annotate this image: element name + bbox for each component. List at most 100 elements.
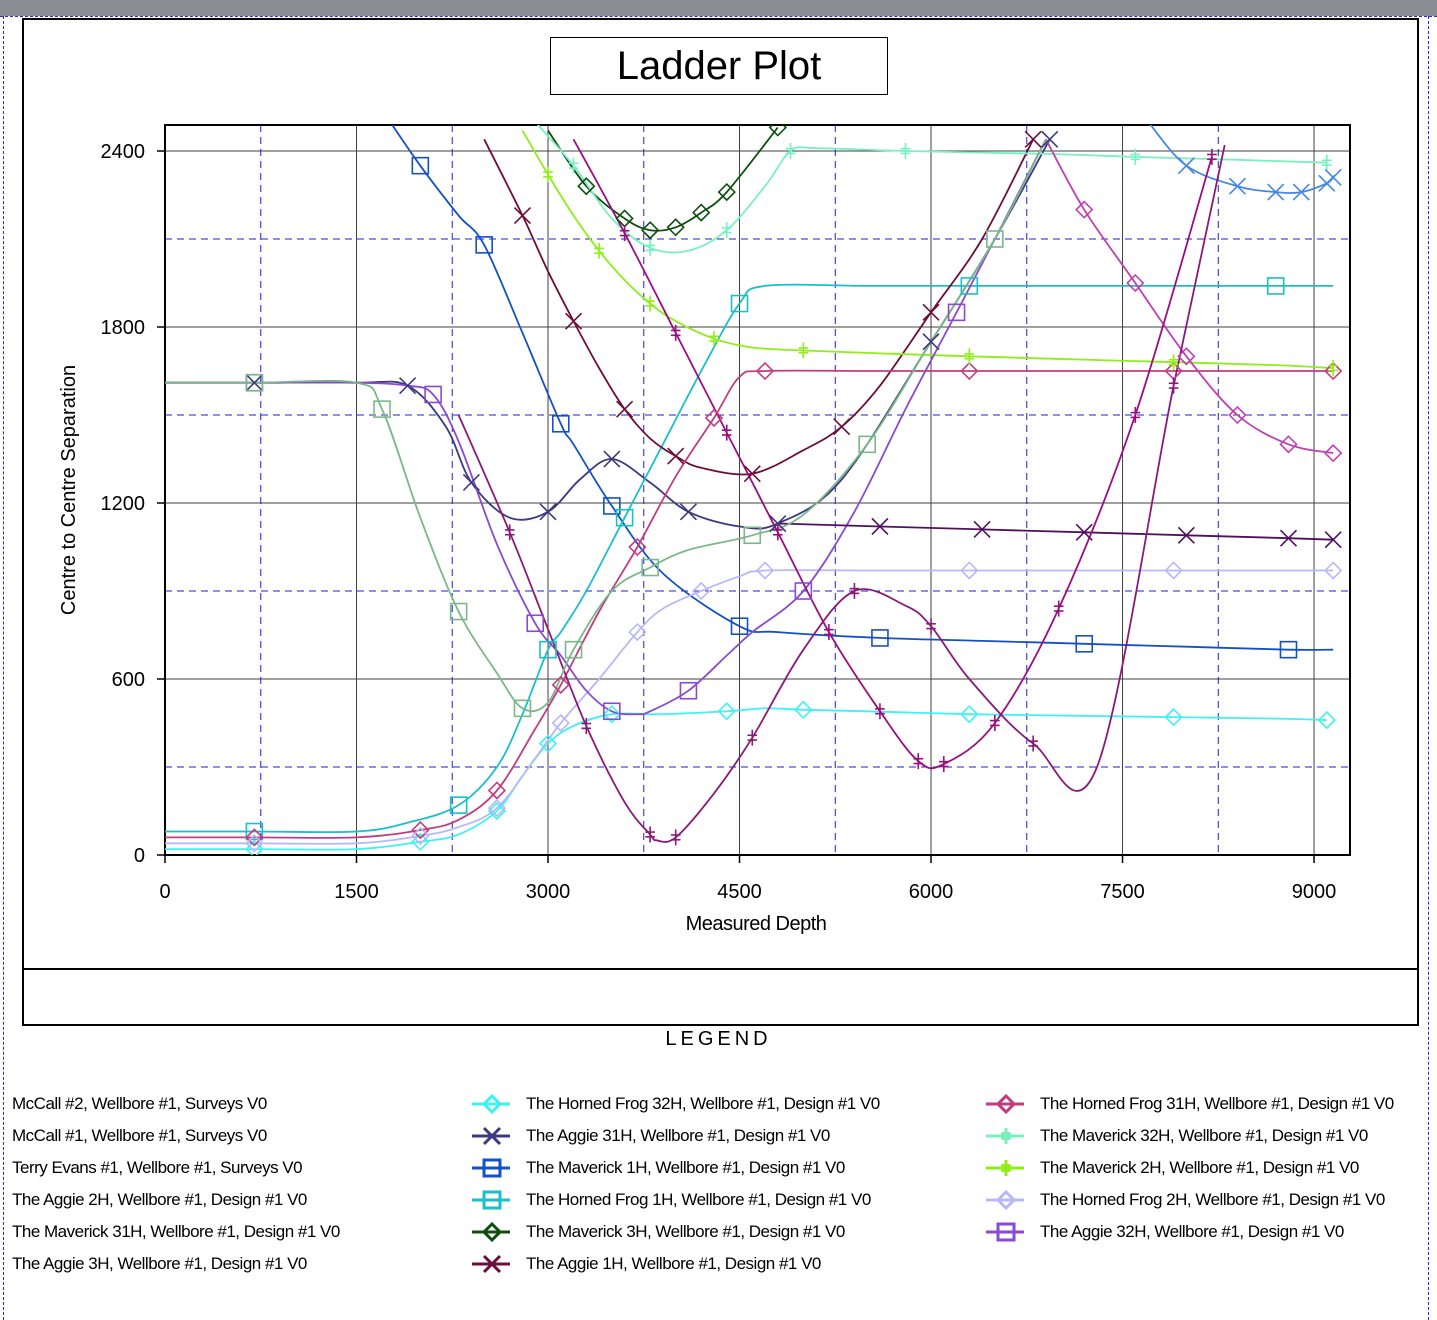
series-marker — [721, 424, 732, 441]
legend-marker — [995, 1093, 1017, 1115]
series-line — [521, 130, 1334, 369]
series-marker — [411, 156, 430, 175]
x-axis-label: Measured Depth — [686, 913, 827, 935]
series-marker — [1075, 200, 1094, 219]
legend-item-label: The Aggie 32H, Wellbore #1, Design #1 V0 — [1040, 1222, 1344, 1241]
series-marker — [411, 826, 430, 846]
series-marker — [1317, 710, 1336, 730]
legend-item-label: The Horned Frog 2H, Wellbore #1, Design … — [1040, 1190, 1385, 1209]
series-marker — [1324, 168, 1342, 186]
y-axis-label: Centre to Centre Separation — [58, 365, 80, 615]
series-marker — [1324, 561, 1343, 580]
series-marker — [709, 330, 719, 347]
legend-item-label: The Maverick 2H, Wellbore #1, Design #1 … — [1040, 1158, 1359, 1177]
legend-item-label: Terry Evans #1, Wellbore #1, Surveys V0 — [12, 1158, 303, 1177]
series-marker — [449, 796, 468, 814]
series-marker — [1024, 130, 1042, 148]
series-marker — [769, 514, 787, 533]
legend-swatch — [986, 1222, 1024, 1242]
series-marker — [1266, 277, 1285, 295]
series-marker — [926, 618, 936, 635]
series-marker — [960, 277, 979, 295]
series-marker — [564, 312, 583, 330]
series-line — [391, 125, 1334, 651]
series-marker — [603, 497, 621, 515]
series-marker — [245, 822, 264, 841]
x-tick-label: 7500 — [1100, 881, 1145, 903]
series-marker — [1279, 529, 1298, 547]
series-marker — [603, 450, 621, 468]
series-marker — [616, 400, 634, 418]
legend-swatch — [472, 1093, 510, 1115]
series-marker — [849, 583, 860, 600]
series-marker — [773, 524, 783, 541]
legend-marker — [482, 1126, 502, 1146]
series-marker — [1028, 735, 1038, 752]
legend-swatch — [472, 1254, 510, 1274]
y-tick-label: 2400 — [101, 141, 146, 163]
series-marker — [513, 206, 532, 225]
series-marker — [743, 526, 762, 545]
legend-divider — [22, 968, 1417, 970]
series-marker — [245, 374, 263, 392]
series-marker — [990, 715, 1000, 732]
legend-marker — [996, 1222, 1016, 1242]
series-marker — [1075, 523, 1093, 541]
series-marker — [666, 218, 685, 237]
legend-marker — [481, 1093, 503, 1115]
series-marker — [833, 418, 851, 436]
series-marker — [986, 230, 1004, 248]
page-border-right — [1428, 16, 1429, 1320]
legend-marker — [1001, 1128, 1011, 1144]
series-marker — [577, 177, 596, 196]
series-marker — [922, 303, 940, 321]
series-marker — [487, 801, 507, 821]
series-marker — [692, 203, 711, 222]
series-marker — [424, 385, 442, 404]
series-marker — [449, 602, 468, 621]
series-marker — [1168, 377, 1179, 394]
series-marker — [947, 303, 966, 322]
chart-title: Ladder Plot — [550, 37, 888, 95]
legend-swatch — [986, 1128, 1024, 1144]
y-tick-label: 600 — [112, 669, 145, 691]
series-marker — [568, 157, 579, 174]
series-marker — [1279, 640, 1298, 659]
series-marker — [1292, 183, 1310, 201]
series-marker — [645, 295, 655, 312]
series-marker — [785, 143, 796, 160]
series-marker — [670, 324, 681, 341]
series-marker — [526, 614, 545, 633]
series-marker — [628, 537, 647, 557]
series-marker — [794, 700, 813, 719]
series-marker — [922, 333, 940, 351]
axes: 0 1500 3000 4500 6000 7500 9000 0 600 1200 1800 240… — [101, 124, 1351, 903]
series-marker — [1168, 354, 1179, 371]
series-marker — [875, 703, 885, 720]
series-marker — [641, 558, 659, 577]
series-marker — [794, 582, 813, 600]
series-marker — [755, 361, 775, 381]
series-marker — [730, 617, 749, 636]
series-line — [165, 369, 1334, 839]
series-marker — [960, 705, 979, 724]
series-marker — [551, 713, 570, 733]
series-marker — [245, 834, 264, 853]
legend-item-label: The Maverick 3H, Wellbore #1, Design #1 … — [526, 1222, 845, 1241]
series-marker — [1207, 148, 1217, 165]
legend-item-label: The Maverick 1H, Wellbore #1, Design #1 … — [526, 1158, 845, 1177]
legend-item-label: The Horned Frog 31H, Wellbore #1, Design… — [1040, 1094, 1394, 1113]
series-marker — [551, 675, 570, 694]
series-line — [165, 138, 1047, 716]
legend-marker — [482, 1254, 502, 1274]
grid-lines — [165, 125, 1350, 855]
series-marker — [964, 348, 975, 365]
legend-item-label: The Horned Frog 32H, Wellbore #1, Design… — [526, 1094, 880, 1113]
series-marker — [539, 503, 557, 521]
series-marker — [798, 342, 809, 359]
window-top-bar — [0, 0, 1437, 16]
x-tick-label: 4500 — [717, 881, 762, 903]
legend-swatch — [472, 1126, 510, 1146]
series-marker — [245, 828, 264, 847]
